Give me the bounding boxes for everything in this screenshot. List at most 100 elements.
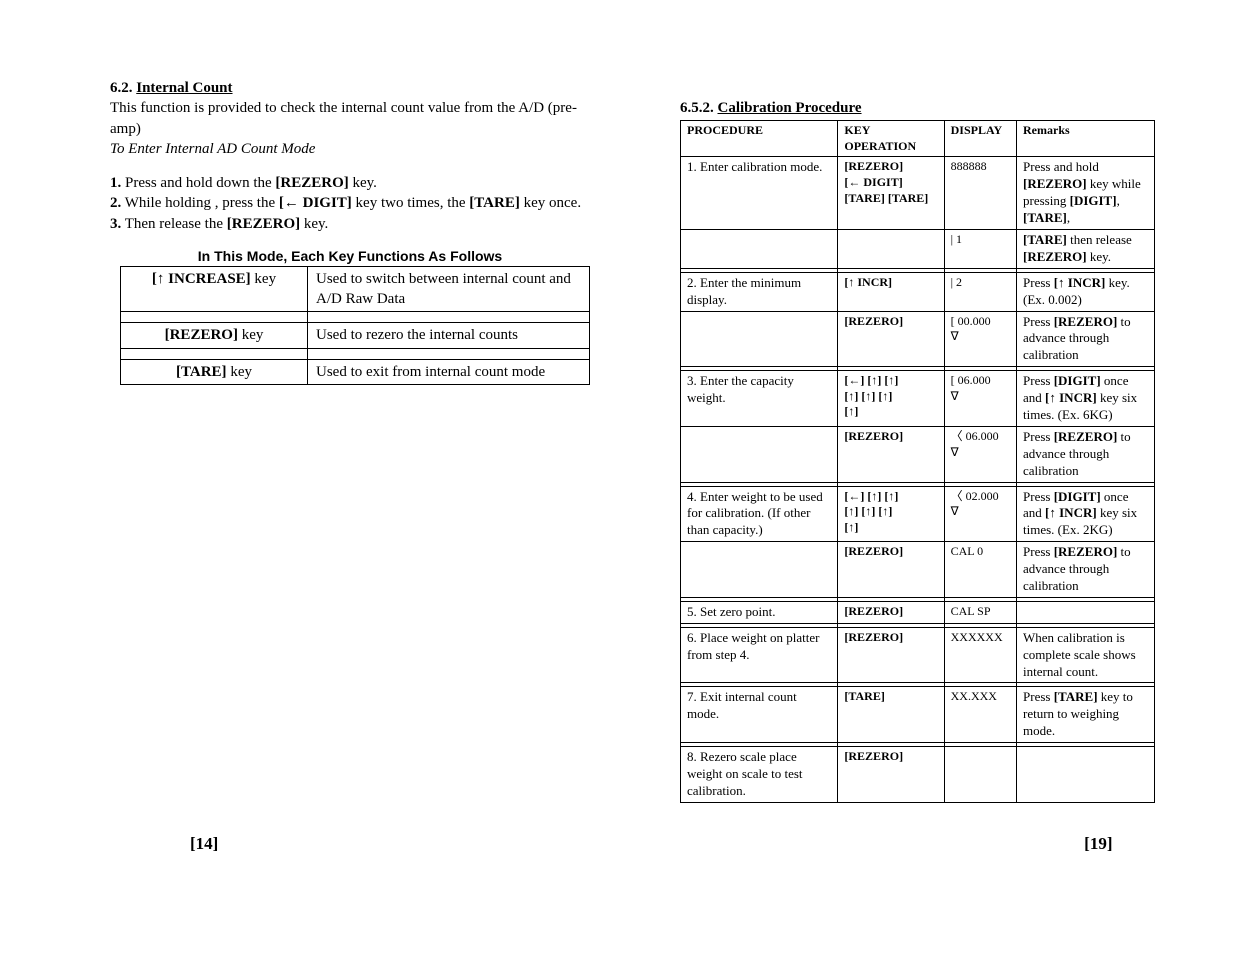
display-cell: 〈 06.000 ∇: [944, 426, 1016, 482]
key-name: [REZERO]: [165, 327, 238, 343]
th-remarks: Remarks: [1017, 121, 1155, 157]
sec-num-left: 6.2.: [110, 80, 136, 96]
display-cell: CAL 0: [944, 542, 1016, 598]
table-row: 7. Exit internal count mode.[TARE]XX.XXX…: [681, 687, 1155, 743]
bold-span: [REZERO]: [1054, 429, 1118, 444]
calibration-table: PROCEDURE KEY OPERATION DISPLAY Remarks …: [680, 120, 1155, 803]
remarks-cell: [TARE] then release [REZERO] key.: [1017, 230, 1155, 269]
key-suffix: key: [238, 327, 263, 343]
page: 6.2. Internal Count This function is pro…: [0, 0, 1235, 954]
key-op-cell: [TARE]: [838, 687, 944, 743]
key-op-cell: [REZERO] [← DIGIT] [TARE] [TARE]: [838, 157, 944, 230]
remarks-cell: When calibration is complete scale shows…: [1017, 627, 1155, 683]
bold-span: [TARE]: [1023, 210, 1067, 225]
step-number: 1.: [110, 175, 121, 191]
desc-cell: Used to switch between internal count an…: [308, 266, 590, 312]
procedure-cell: 7. Exit internal count mode.: [681, 687, 838, 743]
key-fn-heading: In This Mode, Each Key Functions As Foll…: [110, 248, 590, 264]
key-op-cell: [REZERO]: [838, 542, 944, 598]
desc-cell: Used to exit from internal count mode: [308, 359, 590, 384]
display-cell: CAL SP: [944, 601, 1016, 623]
key-fn-table: [↑ INCREASE] keyUsed to switch between i…: [120, 266, 590, 385]
table-row: [↑ INCREASE] keyUsed to switch between i…: [121, 266, 590, 312]
section-heading-right: 6.5.2. Calibration Procedure: [680, 98, 1183, 118]
key-op-cell: [↑ INCR]: [838, 272, 944, 311]
right-column: 6.5.2. Calibration Procedure PROCEDURE K…: [650, 78, 1183, 894]
key-label: [← DIGIT]: [279, 195, 352, 211]
sec-title-right: Calibration Procedure: [718, 100, 862, 116]
procedure-cell: 6. Place weight on platter from step 4.: [681, 627, 838, 683]
procedure-cell: 8. Rezero scale place weight on scale to…: [681, 747, 838, 803]
table-row: [REZERO] keyUsed to rezero the internal …: [121, 323, 590, 348]
section-heading-left: 6.2. Internal Count: [110, 78, 590, 98]
display-cell: 888888: [944, 157, 1016, 230]
spacer-row: [121, 312, 590, 323]
display-cell: [ 06.000 ∇: [944, 371, 1016, 427]
step-number: 2.: [110, 195, 121, 211]
display-cell: XX.XXX: [944, 687, 1016, 743]
table-row: [TARE] keyUsed to exit from internal cou…: [121, 359, 590, 384]
table-row: 2. Enter the minimum display.[↑ INCR]| 2…: [681, 272, 1155, 311]
table-row: [REZERO]〈 06.000 ∇Press [REZERO] to adva…: [681, 426, 1155, 482]
procedure-cell: 4. Enter weight to be used for calibrati…: [681, 486, 838, 542]
key-label: [REZERO]: [227, 216, 300, 232]
display-cell: | 2: [944, 272, 1016, 311]
bold-span: [REZERO]: [1023, 176, 1087, 191]
bold-span: [REZERO]: [1054, 314, 1118, 329]
key-cell: [REZERO] key: [121, 323, 308, 348]
key-op-cell: [REZERO]: [838, 747, 944, 803]
bold-span: [TARE]: [1054, 689, 1098, 704]
table-row: 4. Enter weight to be used for calibrati…: [681, 486, 1155, 542]
bold-span: [DIGIT]: [1054, 489, 1101, 504]
remarks-cell: Press [↑ INCR] key. (Ex. 0.002): [1017, 272, 1155, 311]
table-row: 3. Enter the capacity weight.[←] [↑] [↑]…: [681, 371, 1155, 427]
key-op-cell: [←] [↑] [↑] [↑] [↑] [↑] [↑]: [838, 371, 944, 427]
procedure-cell: [681, 311, 838, 367]
key-cell: [TARE] key: [121, 359, 308, 384]
remarks-cell: Press [DIGIT] once and [↑ INCR] key six …: [1017, 486, 1155, 542]
display-cell: XXXXXX: [944, 627, 1016, 683]
table-row: 8. Rezero scale place weight on scale to…: [681, 747, 1155, 803]
remarks-cell: [1017, 747, 1155, 803]
remarks-cell: Press and hold [REZERO] key while pressi…: [1017, 157, 1155, 230]
bold-span: [TARE]: [1023, 232, 1067, 247]
procedure-cell: [681, 230, 838, 269]
table-header-row: PROCEDURE KEY OPERATION DISPLAY Remarks: [681, 121, 1155, 157]
table-row: | 1[TARE] then release [REZERO] key.: [681, 230, 1155, 269]
remarks-cell: [1017, 601, 1155, 623]
remarks-cell: Press [REZERO] to advance through calibr…: [1017, 311, 1155, 367]
th-key-operation: KEY OPERATION: [838, 121, 944, 157]
procedure-cell: 5. Set zero point.: [681, 601, 838, 623]
display-cell: [944, 747, 1016, 803]
display-cell: | 1: [944, 230, 1016, 269]
step-line: 1. Press and hold down the [REZERO] key.: [110, 173, 590, 193]
display-cell: [ 00.000 ∇: [944, 311, 1016, 367]
key-cell: [↑ INCREASE] key: [121, 266, 308, 312]
bold-span: [DIGIT]: [1054, 373, 1101, 388]
table-row: 5. Set zero point.[REZERO]CAL SP: [681, 601, 1155, 623]
bold-span: [REZERO]: [1054, 544, 1118, 559]
bold-span: [REZERO]: [1023, 249, 1087, 264]
key-name: [TARE]: [176, 364, 227, 380]
sec-title-left: Internal Count: [136, 80, 232, 96]
procedure-cell: 3. Enter the capacity weight.: [681, 371, 838, 427]
bold-span: [↑ INCR]: [1054, 275, 1106, 290]
key-suffix: key: [251, 271, 276, 287]
procedure-cell: 2. Enter the minimum display.: [681, 272, 838, 311]
key-label: [TARE]: [469, 195, 520, 211]
steps-list: 1. Press and hold down the [REZERO] key.…: [110, 173, 590, 234]
step-line: 2. While holding , press the [← DIGIT] k…: [110, 193, 590, 213]
desc-cell: Used to rezero the internal counts: [308, 323, 590, 348]
th-procedure: PROCEDURE: [681, 121, 838, 157]
remarks-cell: Press [TARE] key to return to weighing m…: [1017, 687, 1155, 743]
display-cell: 〈 02.000 ∇: [944, 486, 1016, 542]
key-op-cell: [REZERO]: [838, 601, 944, 623]
key-op-cell: [←] [↑] [↑] [↑] [↑] [↑] [↑]: [838, 486, 944, 542]
step-line: 3. Then release the [REZERO] key.: [110, 214, 590, 234]
intro-line-2: To Enter Internal AD Count Mode: [110, 139, 590, 159]
table-row: 6. Place weight on platter from step 4.[…: [681, 627, 1155, 683]
bold-span: [↑ INCR]: [1045, 390, 1097, 405]
intro-line-1: This function is provided to check the i…: [110, 98, 590, 139]
key-name: [↑ INCREASE]: [152, 271, 251, 287]
th-display: DISPLAY: [944, 121, 1016, 157]
